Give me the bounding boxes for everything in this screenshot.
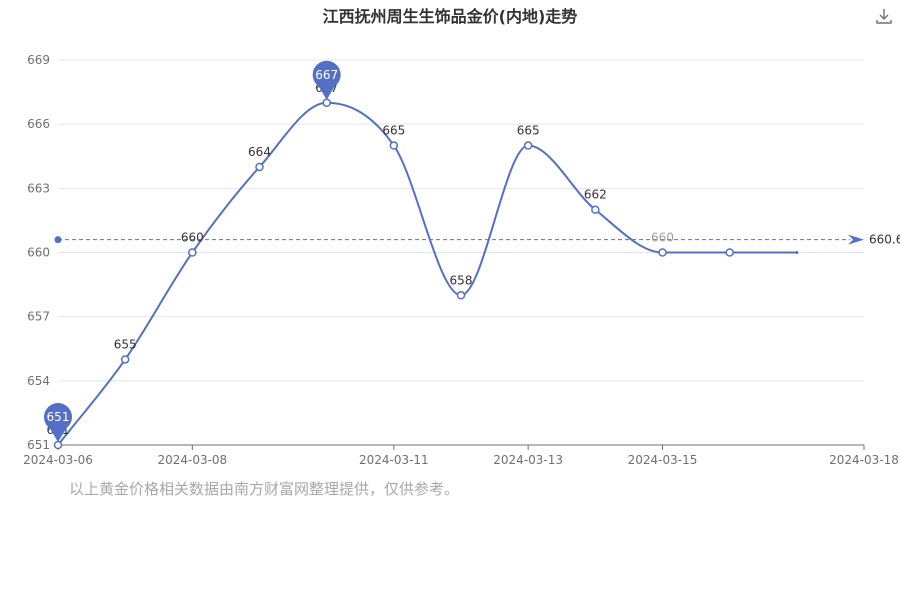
y-tick-label: 654 (27, 374, 50, 388)
data-point (188, 248, 197, 257)
data-point (255, 162, 264, 172)
data-labels: 651655660664667665658665662660 (47, 81, 674, 437)
y-tick-label: 651 (27, 438, 50, 452)
average-arrow (848, 234, 864, 245)
series-layer (53, 98, 799, 450)
data-point (322, 98, 331, 108)
data-label: 665 (517, 124, 540, 138)
data-point (591, 205, 600, 214)
axes: 651 654 657 660 663 666 669 2024-03-06 2024-03-0… (23, 53, 899, 467)
x-tick-label: 2024-03-06 (23, 453, 93, 467)
average-label: 660.6 (869, 233, 900, 247)
data-label: 660 (181, 231, 204, 245)
chart-title: 江西抚州周生生饰品金价(内地)走势 (322, 7, 578, 26)
data-point (725, 248, 734, 257)
data-label: 664 (248, 145, 271, 159)
extreme-markers: 667 651 (44, 60, 341, 442)
download-icon[interactable] (874, 6, 894, 26)
y-tick-label: 657 (27, 310, 50, 324)
max-pin-tip (317, 84, 336, 100)
x-tick-label: 2024-03-15 (628, 453, 698, 467)
y-tick-label: 663 (27, 181, 50, 195)
data-label: 662 (584, 188, 607, 202)
data-point (456, 291, 466, 300)
data-point (53, 440, 63, 450)
data-label: 655 (114, 337, 137, 351)
x-tick-label: 2024-03-13 (493, 453, 563, 467)
data-point (389, 141, 399, 150)
max-pin (312, 60, 341, 89)
data-point (120, 355, 130, 364)
min-pin (44, 403, 72, 431)
y-tick-label: 666 (27, 117, 50, 131)
min-pin-tip (49, 427, 67, 442)
x-tick-label: 2024-03-08 (157, 453, 227, 467)
source-footnote: 以上黄金价格相关数据由南方财富网整理提供，仅供参考。 (69, 480, 460, 498)
data-label: 665 (382, 124, 405, 138)
data-label: 660 (651, 231, 674, 245)
min-pin-label: 651 (47, 410, 70, 424)
data-point (523, 141, 533, 150)
x-tick-label: 2024-03-18 (829, 453, 899, 467)
x-tick-label: 2024-03-11 (359, 453, 429, 467)
series-line (57, 101, 797, 446)
data-point (795, 251, 799, 254)
grid-lines (58, 59, 864, 382)
y-tick-label: 669 (27, 53, 50, 67)
average-line: 660.6 (54, 233, 900, 247)
data-label: 658 (450, 273, 473, 287)
y-tick-label: 660 (27, 246, 50, 260)
max-pin-label: 667 (315, 68, 338, 82)
data-point (658, 248, 667, 257)
average-start-dot (54, 236, 62, 244)
